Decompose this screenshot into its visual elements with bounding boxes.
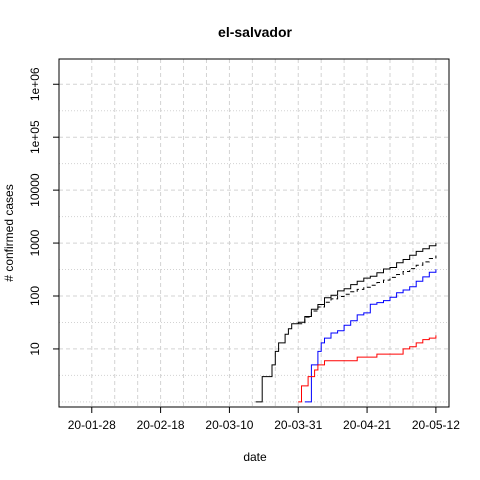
x-axis: 20-01-28 20-02-18 20-03-10 20-03-31 20-04-21… xyxy=(68,407,460,432)
y-axis: 10 100 1000 10000 1e+05 1e+06 xyxy=(28,67,59,356)
x-tick-label: 20-01-28 xyxy=(68,418,116,432)
y-tick-label: 1e+05 xyxy=(28,120,42,154)
series-line xyxy=(298,335,437,403)
x-tick-label: 20-04-21 xyxy=(343,418,391,432)
y-tick-label: 1e+06 xyxy=(28,67,42,101)
series-group xyxy=(255,243,437,403)
series-line xyxy=(304,269,437,403)
chart-title: el-salvador xyxy=(218,24,292,40)
x-axis-label: date xyxy=(243,450,267,464)
y-tick-label: 10000 xyxy=(28,173,42,207)
y-axis-label: # confirmed cases xyxy=(2,184,16,281)
grid xyxy=(59,59,449,407)
y-tick-label: 10 xyxy=(28,342,42,356)
y-tick-label: 100 xyxy=(28,286,42,306)
x-tick-label: 20-03-10 xyxy=(205,418,253,432)
x-tick-label: 20-03-31 xyxy=(274,418,322,432)
series-line xyxy=(255,243,437,403)
y-tick-label: 1000 xyxy=(28,229,42,256)
series-line xyxy=(298,255,437,325)
plot-frame xyxy=(58,58,450,408)
x-tick-label: 20-05-12 xyxy=(412,418,460,432)
x-tick-label: 20-02-18 xyxy=(137,418,185,432)
